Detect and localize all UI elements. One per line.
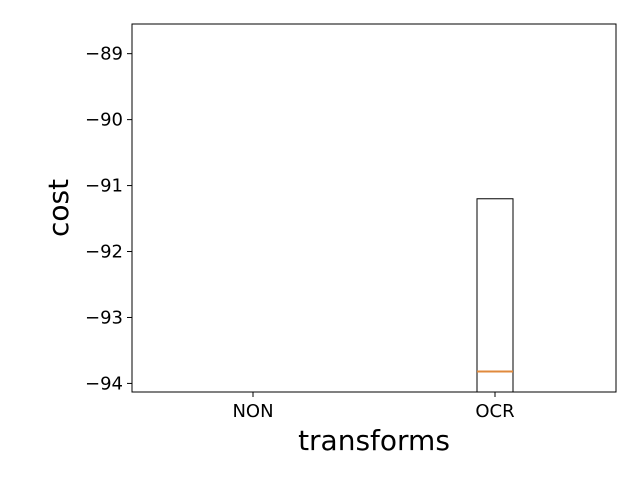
y-tick-label: −89 [85, 44, 123, 65]
x-axis-label: transforms [298, 424, 450, 457]
y-tick-label: −94 [85, 373, 123, 394]
x-tick-label: OCR [475, 401, 514, 422]
y-tick-label: −90 [85, 110, 123, 131]
y-axis-label: cost [42, 179, 75, 237]
plot-area [476, 198, 514, 393]
plot-frame [131, 23, 617, 393]
y-tick-label: −92 [85, 242, 123, 263]
x-tick-label: NON [232, 401, 273, 422]
y-axis: −89 −90 −91 −92 −93 −94 [85, 44, 132, 394]
x-axis: NON OCR [232, 392, 515, 422]
y-tick-label: −91 [85, 176, 123, 197]
box-ocr [476, 198, 514, 393]
y-tick-label: −93 [85, 307, 123, 328]
